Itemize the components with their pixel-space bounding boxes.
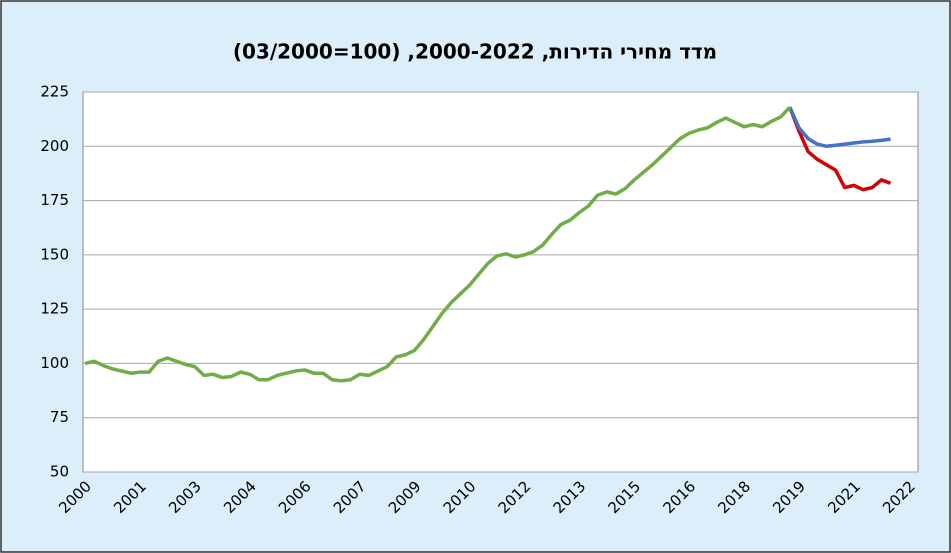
y-tick-label: 175 — [40, 191, 69, 209]
y-tick-label: 150 — [40, 245, 69, 263]
y-tick-label: 75 — [50, 408, 69, 426]
y-tick-label: 125 — [40, 300, 69, 318]
y-tick-label: 200 — [40, 137, 69, 155]
chart-title: מדד מחירי הדירות, 2000-2022, (100=03/200… — [233, 40, 717, 64]
y-tick-label: 100 — [40, 354, 69, 372]
y-tick-label: 50 — [50, 463, 69, 481]
plot-area — [82, 91, 919, 473]
line-series — [788, 106, 891, 149]
y-tick-label: 225 — [40, 83, 69, 101]
line-series — [84, 106, 792, 383]
line-series — [788, 106, 892, 192]
